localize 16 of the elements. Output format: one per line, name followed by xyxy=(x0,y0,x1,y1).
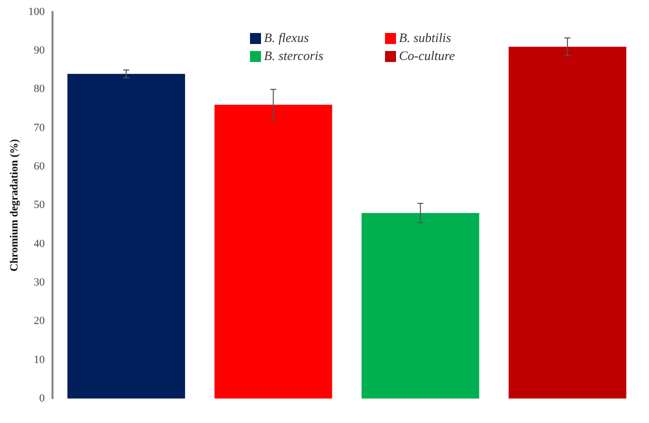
y-tick-label: 80 xyxy=(34,83,46,96)
y-tick-label: 50 xyxy=(34,199,46,212)
y-tick-label: 100 xyxy=(28,6,46,18)
legend-label: B. subtilis xyxy=(399,30,452,46)
legend-label: B. flexus xyxy=(264,30,309,46)
y-tick-label: 70 xyxy=(34,122,46,134)
y-tick-label: 0 xyxy=(39,392,46,404)
y-tick-label: 40 xyxy=(34,238,46,250)
y-tick-label: 60 xyxy=(34,160,46,173)
y-tick-label: 30 xyxy=(34,276,46,289)
legend-label: B. stercoris xyxy=(264,48,324,64)
y-tick-label: 90 xyxy=(34,44,46,57)
y-axis-title: Chromium degradation (%) xyxy=(8,138,20,272)
y-tick-label: 20 xyxy=(34,315,46,328)
y-tick-label: 10 xyxy=(34,354,46,366)
legend-label: Co-culture xyxy=(399,48,455,64)
